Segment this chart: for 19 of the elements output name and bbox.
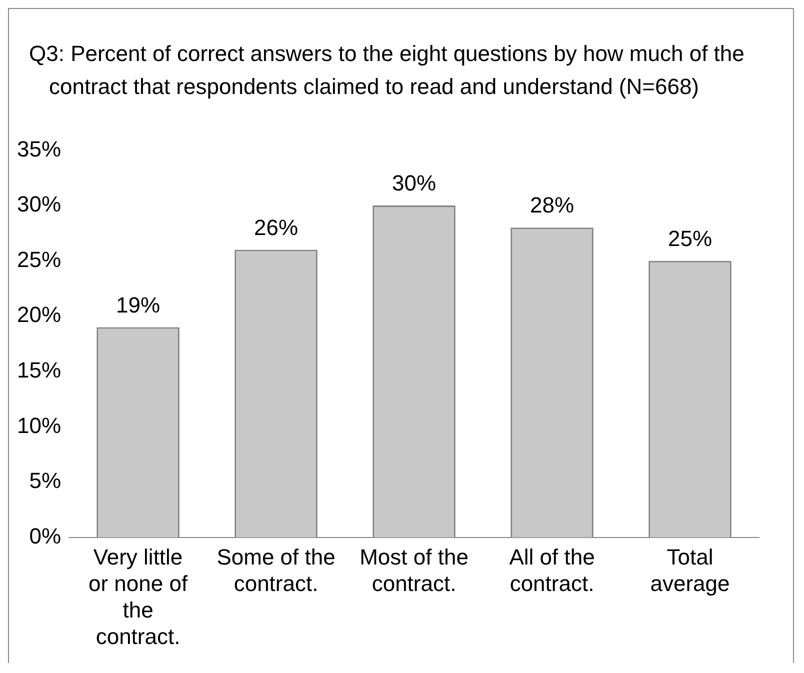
x-tick-label: All of the contract.: [509, 544, 595, 596]
y-tick-label: 30%: [16, 192, 62, 217]
data-label: 19%: [116, 292, 160, 318]
data-label: 30%: [392, 170, 436, 196]
data-label: 28%: [530, 192, 574, 218]
data-label: 26%: [254, 214, 298, 240]
y-tick-label: 10%: [16, 412, 62, 438]
x-tick-label: Some of the contract.: [216, 544, 336, 596]
x-tick-label: Total average: [650, 544, 730, 596]
y-tick-label: 15%: [16, 358, 62, 383]
chart-title: Q3: Percent of correct answers to the eight questions by how much of the contract that respondents claimed to read and understand (N=668): [28, 40, 746, 101]
data-label: 25%: [668, 226, 712, 251]
x-tick-label: Very little or none of the contract.: [88, 544, 188, 649]
y-tick-label: 0%: [29, 523, 62, 548]
y-tick-label: 20%: [16, 302, 62, 328]
y-tick-label: 5%: [29, 468, 62, 494]
y-tick-label: 25%: [16, 246, 62, 272]
y-tick-label: 35%: [16, 136, 62, 162]
x-tick-label: Most of the contract.: [360, 544, 468, 596]
